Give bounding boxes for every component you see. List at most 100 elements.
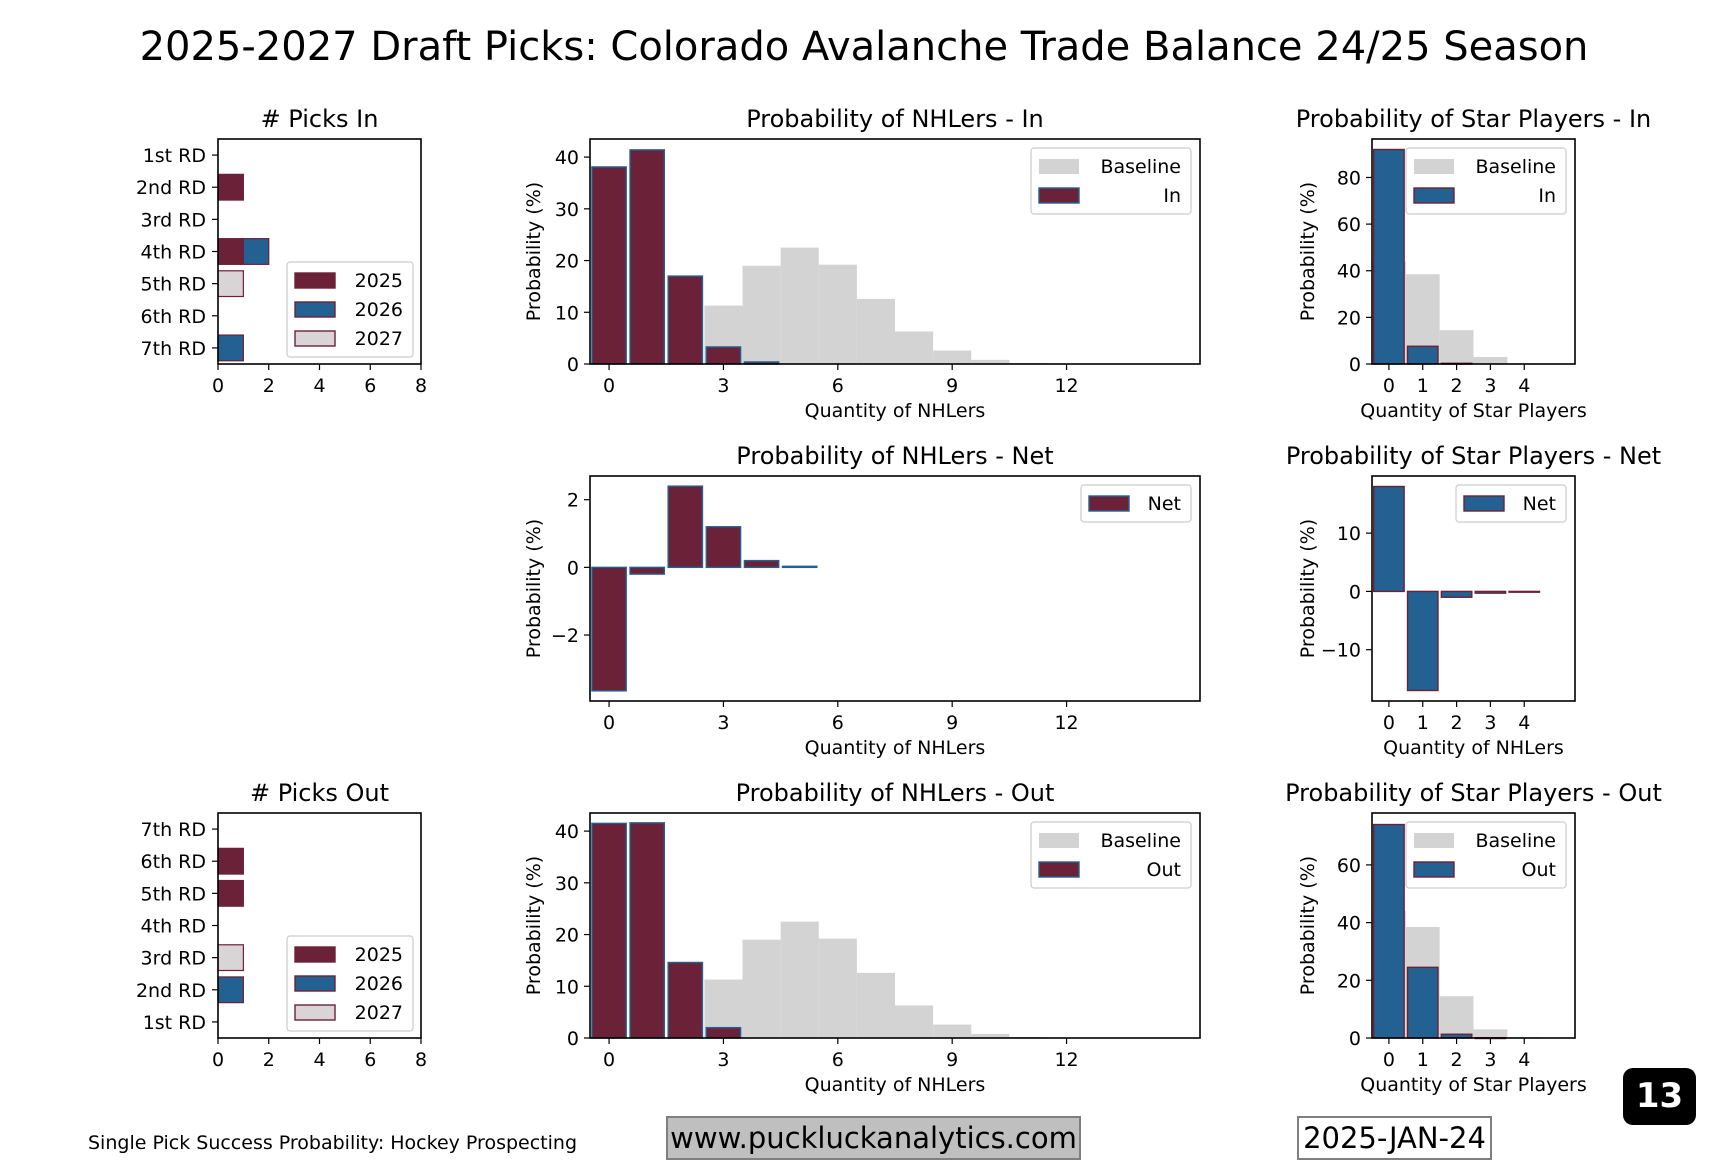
star-in-legend-label: In bbox=[1538, 185, 1556, 207]
nhl-net-xtick-label: 6 bbox=[832, 712, 844, 734]
nhl-out-xtick-label: 0 bbox=[603, 1049, 615, 1071]
nhl-net-legend bbox=[1081, 485, 1191, 522]
nhl-net-xtick-label: 0 bbox=[603, 712, 615, 734]
star-out-xtick-label: 0 bbox=[1383, 1049, 1395, 1071]
nhl-net-ytick-label: 2 bbox=[567, 490, 579, 512]
nhl-out-baseline-bar bbox=[819, 939, 857, 1038]
picks-in-legend-label: 2026 bbox=[355, 299, 403, 321]
picks-out-tick-label: 3rd RD bbox=[141, 948, 207, 970]
picks-out-legend-swatch bbox=[295, 976, 335, 991]
picks-out-legend-label: 2025 bbox=[355, 944, 403, 966]
picks-in-legend-label: 2027 bbox=[355, 328, 403, 350]
star-in-ytick-label: 40 bbox=[1337, 261, 1361, 283]
star-in-ytick-label: 80 bbox=[1337, 167, 1361, 189]
picks-in-bar-2025 bbox=[218, 239, 243, 265]
star-in-baseline-bar bbox=[1474, 357, 1508, 364]
nhl-out-xtick-label: 3 bbox=[717, 1049, 729, 1071]
picks-out-bar-2026 bbox=[218, 977, 243, 1003]
star-in-bar bbox=[1374, 149, 1404, 364]
nhl-in-baseline-bar bbox=[857, 299, 895, 364]
picks-in-xtick-label: 6 bbox=[364, 375, 376, 397]
nhl-out-baseline-bar bbox=[743, 940, 781, 1038]
star-net-xtick-label: 2 bbox=[1451, 712, 1463, 734]
star-in-baseline-bar bbox=[1406, 274, 1440, 364]
star-in-ytick-label: 60 bbox=[1337, 214, 1361, 236]
star-in-baseline-bar bbox=[1440, 330, 1474, 364]
nhl-out-bar bbox=[592, 823, 626, 1038]
star-net-ytick-label: 10 bbox=[1337, 523, 1361, 545]
star-net-bar bbox=[1509, 591, 1539, 592]
nhl-out-baseline-bar bbox=[781, 922, 819, 1038]
nhl-in-title: Probability of NHLers - In bbox=[746, 105, 1044, 133]
star-in-baseline-bar bbox=[1372, 261, 1406, 364]
picks-out-frame bbox=[218, 813, 421, 1038]
nhl-out-frame bbox=[590, 813, 1200, 1038]
nhl-in-baseline-bar bbox=[743, 266, 781, 364]
star-net-frame bbox=[1372, 476, 1575, 701]
nhl-out-baseline-bar bbox=[857, 973, 895, 1038]
star-net-legend-swatch bbox=[1464, 496, 1504, 511]
star-out-title: Probability of Star Players - Out bbox=[1285, 779, 1662, 807]
picks-in-legend-swatch bbox=[295, 331, 335, 346]
star-net-xtick-label: 1 bbox=[1417, 712, 1429, 734]
nhl-in-ytick-label: 40 bbox=[555, 147, 579, 169]
nhl-net-bar bbox=[630, 567, 664, 574]
star-out-baseline-bar bbox=[1507, 1037, 1541, 1038]
nhl-net-bar bbox=[592, 567, 626, 690]
nhl-in-xtick-label: 9 bbox=[946, 375, 958, 397]
nhl-net-xlabel: Quantity of NHLers bbox=[805, 737, 986, 759]
star-net-xtick-label: 4 bbox=[1518, 712, 1530, 734]
star-out-bar bbox=[1475, 1038, 1505, 1039]
nhl-out-ytick-label: 30 bbox=[555, 873, 579, 895]
star-out-legend-label: Out bbox=[1522, 859, 1556, 881]
star-out-xtick-label: 4 bbox=[1518, 1049, 1530, 1071]
star-out-baseline-bar bbox=[1406, 927, 1440, 1038]
nhl-out-bar bbox=[706, 1028, 740, 1038]
picks-out-bar-2025 bbox=[218, 848, 243, 874]
star-net-legend-label: Net bbox=[1523, 493, 1556, 515]
star-out-ytick-label: 20 bbox=[1337, 970, 1361, 992]
nhl-net-legend-swatch bbox=[1089, 496, 1129, 511]
star-in-xtick-label: 4 bbox=[1518, 375, 1530, 397]
nhl-in-bar bbox=[592, 167, 626, 364]
nhl-out-title: Probability of NHLers - Out bbox=[736, 779, 1055, 807]
nhl-in-xtick-label: 12 bbox=[1054, 375, 1078, 397]
picks-in-legend-label: 2025 bbox=[355, 270, 403, 292]
star-out-xtick-label: 1 bbox=[1417, 1049, 1429, 1071]
nhl-in-baseline-bar bbox=[819, 265, 857, 364]
nhl-out-xlabel: Quantity of NHLers bbox=[805, 1074, 986, 1096]
star-in-xtick-label: 0 bbox=[1383, 375, 1395, 397]
nhl-out-ytick-label: 20 bbox=[555, 925, 579, 947]
nhl-out-ytick-label: 10 bbox=[555, 976, 579, 998]
picks-out-legend-label: 2027 bbox=[355, 1002, 403, 1024]
nhl-out-ytick-label: 0 bbox=[567, 1028, 579, 1050]
picks-out-bar-2027 bbox=[218, 945, 243, 971]
nhl-out-baseline-bar bbox=[895, 1005, 933, 1038]
star-net-ytick-label: −10 bbox=[1321, 640, 1361, 662]
picks-out-tick-label: 4th RD bbox=[141, 916, 206, 938]
picks-in-xtick-label: 8 bbox=[415, 375, 427, 397]
nhl-in-frame bbox=[590, 139, 1200, 364]
picks-out-tick-label: 2nd RD bbox=[136, 980, 206, 1002]
nhl-out-bar bbox=[668, 962, 702, 1038]
picks-out-tick-label: 1st RD bbox=[143, 1012, 206, 1034]
nhl-in-legend-swatch bbox=[1039, 159, 1079, 174]
star-in-title: Probability of Star Players - In bbox=[1296, 105, 1652, 133]
nhl-in-legend-swatch bbox=[1039, 188, 1079, 203]
picks-in-legend-swatch bbox=[295, 302, 335, 317]
nhl-net-bar bbox=[744, 561, 778, 568]
picks-in-bar-2026 bbox=[218, 335, 243, 361]
nhl-in-legend-label: In bbox=[1163, 185, 1181, 207]
picks-in-frame bbox=[218, 139, 421, 364]
picks-in-xtick-label: 4 bbox=[313, 375, 325, 397]
star-net-bar bbox=[1441, 591, 1471, 597]
star-net-bar bbox=[1374, 486, 1404, 591]
website-link[interactable]: www.puckluckanalytics.com bbox=[666, 1116, 1081, 1160]
nhl-in-ytick-label: 20 bbox=[555, 251, 579, 273]
star-in-legend-swatch bbox=[1414, 188, 1454, 203]
picks-in-bar-2027 bbox=[218, 271, 243, 297]
star-in-legend-label: Baseline bbox=[1475, 156, 1556, 178]
nhl-out-legend-swatch bbox=[1039, 862, 1079, 877]
star-net-ylabel: Probability (%) bbox=[1297, 519, 1319, 658]
picks-out-bar-2025 bbox=[218, 881, 243, 907]
